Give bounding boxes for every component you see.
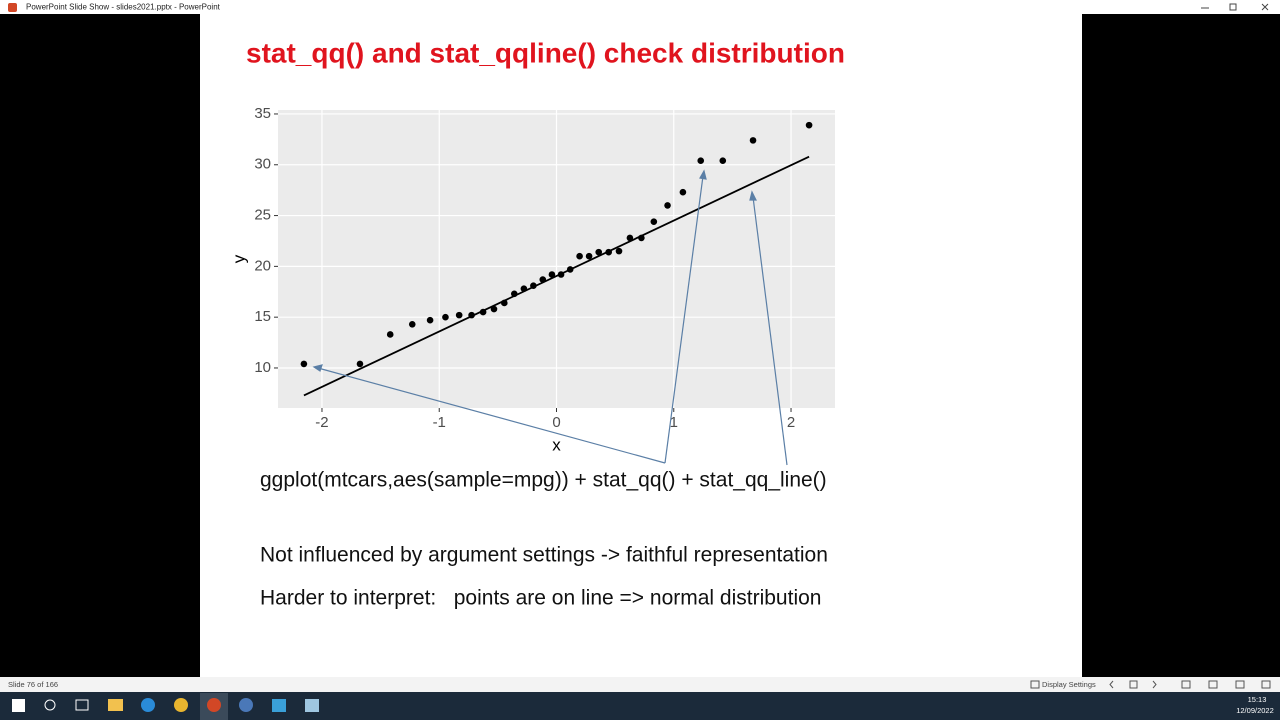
edge[interactable] (141, 698, 155, 712)
point (510, 290, 518, 298)
point (595, 248, 603, 256)
arrow (752, 196, 788, 466)
point (455, 311, 463, 319)
app-icon (8, 3, 17, 12)
point (605, 248, 612, 256)
slide-title: stat_qq() and stat_qqline() check distri… (246, 37, 845, 68)
start-button[interactable] (12, 699, 25, 712)
x-tick-label: 1 (670, 414, 678, 431)
x-tick-label: -2 (315, 414, 328, 431)
view-normal[interactable] (1181, 680, 1191, 689)
clock-date: 12/09/2022 (1236, 706, 1274, 715)
y-tick-label: 35 (254, 105, 271, 122)
point (548, 271, 556, 278)
point (490, 305, 498, 313)
powerpoint[interactable] (207, 698, 221, 712)
x-tick-label: -1 (433, 414, 446, 431)
point (356, 360, 364, 368)
status-controls[interactable] (1109, 680, 1271, 689)
point (442, 313, 449, 321)
restore[interactable] (1229, 3, 1237, 11)
arrow-head (699, 169, 707, 180)
point (650, 218, 658, 225)
arrow (664, 175, 704, 464)
clock-time: 15:13 (1248, 695, 1267, 704)
y-axis-label: y (229, 254, 248, 263)
point (520, 285, 528, 293)
taskbar (0, 692, 1280, 720)
plot: 10 15 20 25 30 35 -2 -1 0 1 2 x y (229, 105, 835, 454)
x-tick-label: 2 (787, 414, 795, 431)
y-tick-label: 25 (254, 207, 271, 224)
text-line: Harder to interpret: points are on line … (260, 587, 821, 610)
point (719, 157, 727, 164)
text-line: ggplot(mtcars,aes(sample=mpg)) + stat_qq… (260, 469, 827, 492)
point (386, 331, 394, 338)
y-tick-label: 30 (254, 156, 271, 173)
app[interactable] (305, 699, 319, 712)
status-bar (0, 677, 1280, 692)
point (557, 271, 565, 278)
point (566, 266, 574, 273)
point (300, 360, 308, 368)
point (576, 252, 583, 260)
slide-number: Slide 76 of 166 (8, 680, 58, 689)
x-tick-label: 0 (552, 414, 560, 431)
arrow-head (749, 190, 757, 201)
point (468, 311, 475, 319)
y-tick-label: 15 (254, 308, 271, 325)
point (539, 276, 547, 283)
point (638, 234, 645, 242)
annotation-arrows (312, 169, 788, 466)
taskbar-icons[interactable] (12, 693, 319, 720)
nav-buttons[interactable] (1109, 680, 1157, 689)
point (664, 202, 671, 209)
qq-line (303, 155, 810, 397)
point (615, 247, 623, 255)
task-view[interactable] (75, 699, 89, 711)
display-icon[interactable] (1030, 680, 1040, 689)
y-tick-label: 10 (254, 359, 271, 376)
text-line: Not influenced by argument settings -> f… (260, 544, 828, 567)
view-sorter[interactable] (1208, 680, 1218, 689)
view-reading[interactable] (1235, 680, 1245, 689)
point (426, 316, 434, 324)
window-title: PowerPoint Slide Show - slides2021.pptx … (26, 3, 221, 12)
point (749, 137, 757, 144)
arrow (317, 367, 666, 464)
display-settings[interactable]: Display Settings (1042, 680, 1096, 689)
close[interactable] (1261, 3, 1269, 11)
point (626, 234, 634, 242)
point (501, 299, 508, 307)
r-app[interactable] (239, 698, 253, 712)
point (530, 282, 537, 289)
point (408, 320, 416, 328)
point (805, 121, 813, 129)
point (679, 188, 687, 196)
app[interactable] (272, 699, 286, 712)
point (479, 308, 487, 316)
explorer[interactable] (108, 699, 123, 711)
x-axis-label: x (552, 435, 561, 454)
chrome[interactable] (174, 698, 188, 712)
point (697, 157, 705, 164)
search[interactable] (44, 699, 56, 711)
y-tick-label: 20 (254, 257, 271, 274)
view-show[interactable] (1261, 680, 1271, 689)
arrow-head (312, 364, 323, 372)
point (585, 252, 593, 260)
window-controls[interactable] (1201, 3, 1269, 11)
menu-button[interactable] (1129, 680, 1138, 689)
title-bar (0, 0, 1280, 14)
